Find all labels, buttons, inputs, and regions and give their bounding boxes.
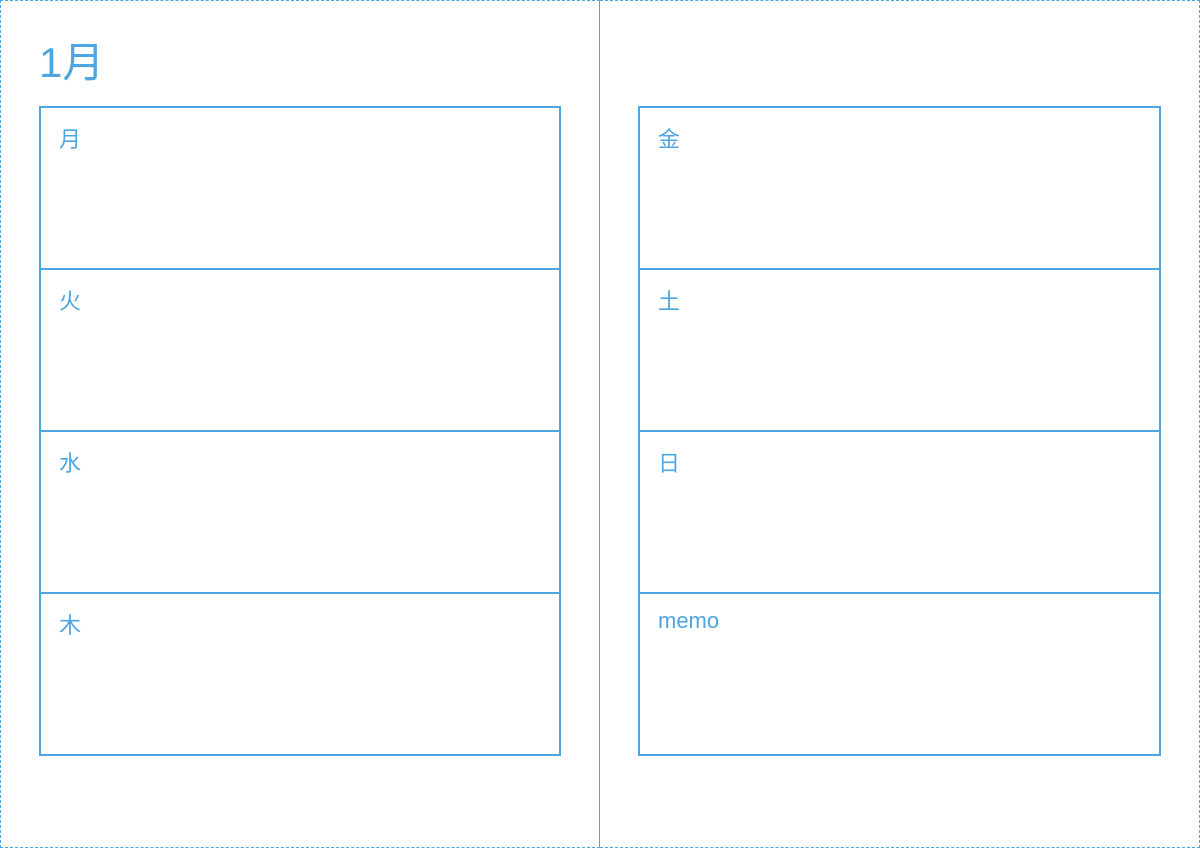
day-cell-friday[interactable]: 金 <box>638 106 1161 270</box>
title-spacer <box>600 1 1199 106</box>
memo-cell[interactable]: memo <box>638 592 1161 756</box>
memo-label: memo <box>658 608 1141 634</box>
right-cells-container: 金 土 日 memo <box>600 106 1199 756</box>
day-label: 木 <box>59 608 541 640</box>
left-cells-container: 月 火 水 木 <box>1 106 599 756</box>
planner-left-page: 1月 月 火 水 木 <box>0 0 600 848</box>
day-label: 月 <box>59 122 541 154</box>
day-label: 土 <box>658 284 1141 316</box>
day-label: 日 <box>658 446 1141 478</box>
day-cell-sunday[interactable]: 日 <box>638 430 1161 594</box>
day-label: 火 <box>59 284 541 316</box>
day-cell-monday[interactable]: 月 <box>39 106 561 270</box>
planner-right-page: 金 土 日 memo <box>600 0 1200 848</box>
day-cell-thursday[interactable]: 木 <box>39 592 561 756</box>
day-label: 水 <box>59 446 541 478</box>
month-title: 1月 <box>1 1 599 106</box>
day-cell-tuesday[interactable]: 火 <box>39 268 561 432</box>
day-cell-wednesday[interactable]: 水 <box>39 430 561 594</box>
day-cell-saturday[interactable]: 土 <box>638 268 1161 432</box>
day-label: 金 <box>658 122 1141 154</box>
